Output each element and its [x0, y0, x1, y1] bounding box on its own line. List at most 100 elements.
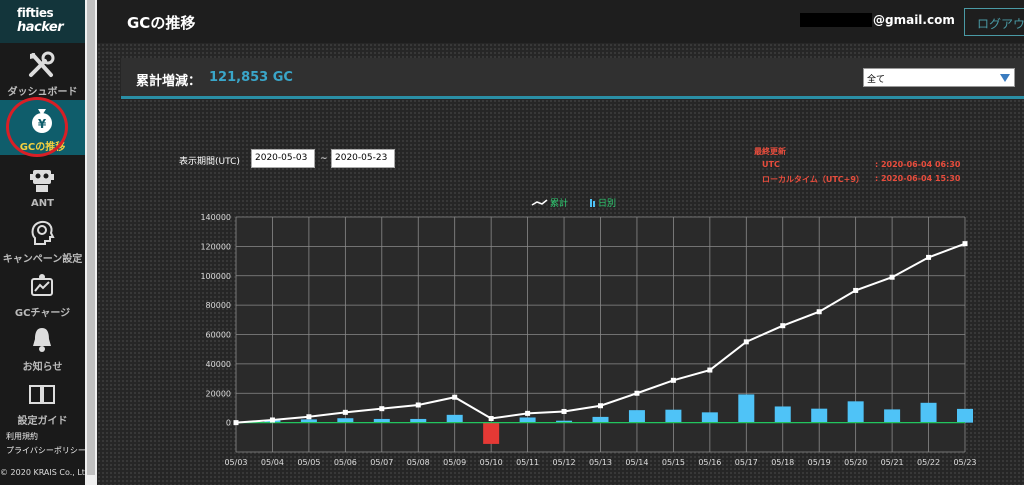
date-to-input[interactable]: 2020-05-23: [331, 149, 395, 168]
cumulative-point: [525, 410, 531, 416]
scrollbar-thumb[interactable]: [87, 0, 95, 475]
logout-button[interactable]: ログアウト: [964, 8, 1024, 36]
cumulative-point: [233, 420, 239, 426]
card-icon: [31, 274, 53, 296]
y-tick-label: 0: [226, 419, 231, 428]
filter-value: 全て: [867, 75, 886, 85]
cumulative-point: [342, 409, 348, 415]
cumulative-point: [269, 417, 275, 423]
sidebar-item-news[interactable]: お知らせ: [0, 320, 85, 375]
daily-bar: [774, 406, 791, 423]
y-tick-label: 20000: [206, 389, 231, 398]
x-tick-label: 05/12: [553, 458, 576, 467]
x-tick-label: 05/14: [625, 458, 648, 467]
x-tick-label: 05/06: [334, 458, 357, 467]
legend-bar-icon: [593, 201, 595, 207]
head-gear-icon: [31, 220, 55, 245]
y-tick-label: 120000: [200, 242, 231, 251]
summary-value: 121,853 GC: [209, 70, 293, 85]
cumulative-point: [707, 367, 713, 373]
sidebar-item-label: 設定ガイド: [17, 416, 68, 427]
logo-line-1: fifties: [17, 6, 54, 20]
x-tick-label: 05/22: [917, 458, 940, 467]
x-tick-label: 05/13: [589, 458, 612, 467]
daily-bar: [884, 409, 901, 423]
sidebar-item-gc-charge[interactable]: GCチャージ: [0, 266, 85, 321]
x-tick-label: 05/04: [261, 458, 284, 467]
cumulative-point: [853, 287, 859, 293]
privacy-link[interactable]: プライバシーポリシー: [6, 446, 86, 455]
daily-bar: [738, 394, 755, 423]
date-from-input[interactable]: 2020-05-03: [251, 149, 315, 168]
cumulative-point: [889, 274, 895, 280]
period-separator: ~: [320, 154, 328, 164]
legend-line-icon: [531, 199, 548, 206]
x-tick-label: 05/10: [480, 458, 503, 467]
daily-bar: [957, 408, 973, 423]
x-tick-label: 05/15: [662, 458, 685, 467]
period-label: 表示期間(UTC): [179, 157, 240, 167]
y-tick-label: 80000: [206, 301, 231, 310]
daily-bar: [592, 416, 609, 423]
x-tick-label: 05/20: [844, 458, 867, 467]
daily-bar: [300, 419, 317, 423]
sidebar-item-dashboard[interactable]: ダッシュボード: [0, 45, 85, 100]
utc-value: : 2020-06-04 06:30: [875, 160, 961, 169]
sidebar-item-label: ダッシュボード: [7, 87, 78, 98]
daily-bar: [701, 412, 718, 423]
daily-bar: [665, 409, 682, 423]
x-tick-label: 05/19: [808, 458, 831, 467]
daily-bar: [628, 410, 645, 423]
bell-icon: [33, 328, 51, 352]
sidebar-item-ant[interactable]: ANT: [0, 160, 85, 215]
sidebar-item-guide[interactable]: 設定ガイド: [0, 374, 85, 429]
sidebar-item-label: お知らせ: [22, 362, 63, 373]
summary-bar: 累計増減： 121,853 GC 全て: [121, 58, 1024, 99]
email-redaction: [800, 13, 872, 27]
cumulative-point: [816, 309, 822, 315]
x-tick-label: 05/08: [407, 458, 430, 467]
x-tick-label: 05/17: [735, 458, 758, 467]
y-tick-label: 40000: [206, 360, 231, 369]
x-tick-label: 05/23: [953, 458, 976, 467]
x-tick-label: 05/07: [370, 458, 393, 467]
book-icon: [29, 385, 55, 404]
main-content: 累計増減： 121,853 GC 全て 表示期間(UTC) 2020-05-03…: [97, 43, 1024, 485]
header: GCの推移 @gmail.com ログアウト: [97, 0, 1024, 43]
tools-icon: [29, 51, 55, 77]
legend-label-daily: 日別: [598, 198, 616, 209]
local-label: ローカルタイム（UTC+9）: [762, 175, 864, 184]
gc-chart: 0 20000 40000 60000 80000 100000 120000 140000 0…: [200, 197, 976, 467]
x-tick-label: 05/18: [771, 458, 794, 467]
daily-bar: [373, 418, 390, 423]
daily-bar: [847, 401, 864, 423]
daily-bar: [446, 414, 463, 423]
x-tick-label: 05/11: [516, 458, 539, 467]
y-tick-label: 140000: [200, 213, 231, 222]
sidebar-item-campaign[interactable]: キャンペーン設定: [0, 212, 85, 267]
sidebar-item-label: GCチャージ: [14, 308, 71, 319]
filter-select[interactable]: 全て: [863, 68, 1015, 87]
cumulative-point: [634, 390, 640, 396]
cumulative-point: [743, 339, 749, 345]
user-email: @gmail.com: [873, 13, 955, 27]
cumulative-point: [415, 402, 421, 408]
cumulative-point: [926, 254, 932, 260]
sidebar-scrollbar[interactable]: [85, 0, 97, 485]
daily-bar: [556, 420, 573, 423]
x-tick-label: 05/03: [224, 458, 247, 467]
daily-bar: [920, 402, 937, 423]
x-tick-label: 05/16: [698, 458, 721, 467]
daily-bar: [519, 417, 536, 423]
terms-link[interactable]: 利用規約: [6, 432, 38, 441]
daily-bar: [483, 422, 500, 444]
last-update-title: 最終更新: [754, 147, 786, 156]
cumulative-point: [452, 394, 458, 400]
daily-bar: [337, 418, 354, 423]
cumulative-point: [306, 414, 312, 420]
daily-bar: [410, 418, 427, 423]
logo[interactable]: fifties hacker: [0, 0, 85, 43]
legend-label-cumulative: 累計: [550, 197, 568, 209]
summary-label: 累計増減：: [136, 74, 202, 89]
